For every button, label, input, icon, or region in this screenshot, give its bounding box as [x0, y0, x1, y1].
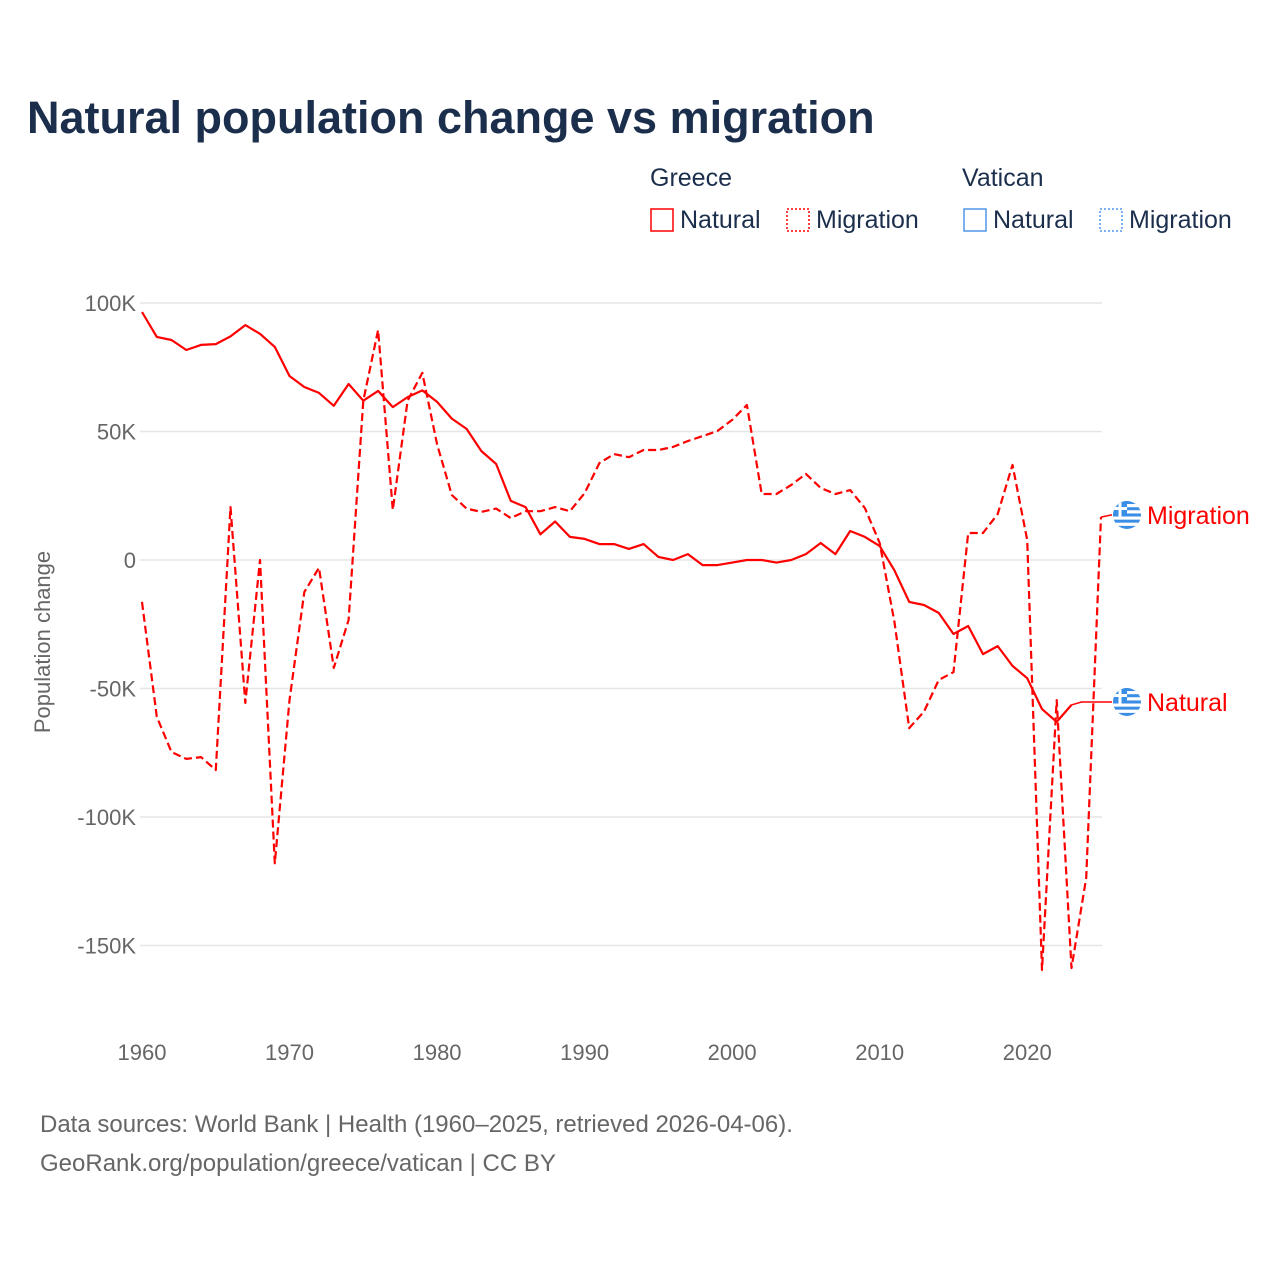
greece-flag-icon	[1113, 688, 1141, 716]
end-label-leader	[1101, 515, 1112, 517]
series-line-greece-natural	[142, 312, 1072, 722]
x-axis: 1960 1970 1980 1990 2000 2010 2020	[118, 1040, 1052, 1065]
y-tick-label: 0	[124, 548, 136, 573]
x-tick-label: 1990	[560, 1040, 609, 1065]
y-tick-label: 50K	[97, 420, 136, 445]
series-line-greece-migration	[142, 330, 1101, 970]
source-line-1: Data sources: World Bank | Health (1960–…	[40, 1111, 793, 1138]
series	[142, 312, 1101, 970]
legend-group-vatican: Vatican	[962, 164, 1044, 192]
greece-flag-icon	[1113, 501, 1141, 529]
legend-swatch-dotted	[1100, 209, 1122, 231]
y-tick-label: -150K	[77, 934, 136, 959]
legend: Greece Natural Migration Vatican Natural…	[650, 164, 1232, 234]
legend-item-vatican-natural[interactable]: Natural	[964, 206, 1074, 234]
legend-swatch-dotted	[787, 209, 809, 231]
y-tick-label: -100K	[77, 805, 136, 830]
x-tick-label: 1960	[118, 1040, 167, 1065]
x-tick-label: 2000	[708, 1040, 757, 1065]
x-tick-label: 2010	[855, 1040, 904, 1065]
legend-group-greece: Greece	[650, 164, 732, 192]
legend-label: Migration	[816, 206, 919, 234]
legend-swatch-solid	[964, 209, 986, 231]
legend-label: Natural	[680, 206, 761, 234]
y-axis-label: Population change	[30, 551, 55, 733]
y-tick-label: -50K	[90, 677, 137, 702]
chart-title: Natural population change vs migration	[27, 92, 875, 143]
x-tick-label: 1970	[265, 1040, 314, 1065]
legend-swatch-solid	[651, 209, 673, 231]
legend-item-greece-natural[interactable]: Natural	[651, 206, 761, 234]
end-label-leader	[1071, 702, 1112, 705]
end-label: Natural	[1147, 689, 1228, 717]
y-axis: 100K 50K 0 -50K -100K -150K	[77, 291, 136, 959]
legend-item-greece-migration[interactable]: Migration	[787, 206, 919, 234]
source-line-2[interactable]: GeoRank.org/population/greece/vatican | …	[40, 1150, 556, 1177]
end-label: Migration	[1147, 502, 1250, 530]
legend-item-vatican-migration[interactable]: Migration	[1100, 206, 1232, 234]
y-tick-label: 100K	[85, 291, 137, 316]
legend-label: Migration	[1129, 206, 1232, 234]
legend-label: Natural	[993, 206, 1074, 234]
x-tick-label: 1980	[413, 1040, 462, 1065]
x-tick-label: 2020	[1003, 1040, 1052, 1065]
